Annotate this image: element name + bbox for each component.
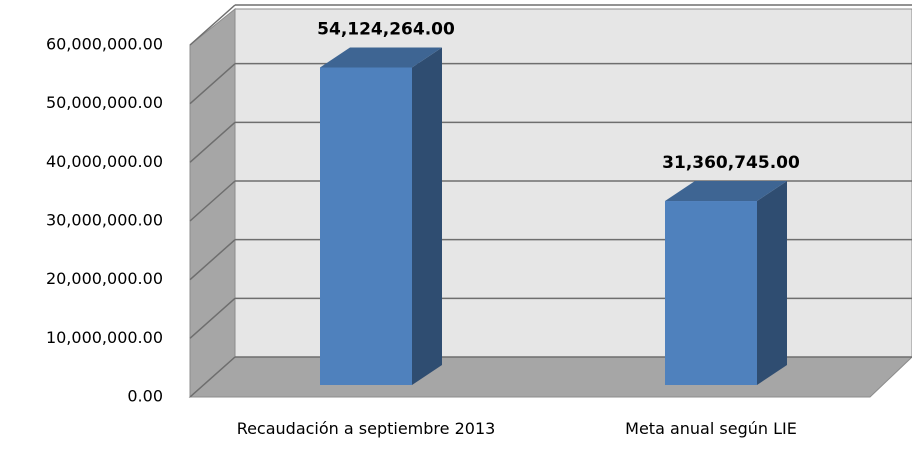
x-tick-label-box: Meta anual según LIE — [625, 419, 797, 438]
value-label: 54,124,264.00 — [317, 19, 455, 39]
grid-line — [189, 4, 236, 46]
grid-line — [189, 63, 236, 105]
grid-line — [189, 121, 236, 163]
y-tick-label: 0.00 — [127, 387, 163, 406]
bar — [665, 201, 757, 385]
value-label: 31,360,745.00 — [662, 153, 800, 173]
y-tick-label: 10,000,000.00 — [46, 328, 163, 347]
x-tick-label: Recaudación a septiembre 2013 — [236, 419, 496, 438]
y-tick-label: 60,000,000.00 — [46, 35, 163, 54]
x-tick-label-box: Recaudación a septiembre 2013 — [236, 419, 496, 438]
grid-line — [189, 297, 236, 339]
floor — [188, 356, 912, 398]
y-tick-label: 50,000,000.00 — [46, 93, 163, 112]
bar-side — [757, 181, 787, 385]
side-wall — [189, 7, 236, 399]
bar-top — [320, 47, 442, 68]
bar-side — [412, 47, 442, 386]
grid-line — [189, 356, 236, 398]
y-tick-label: 40,000,000.00 — [46, 152, 163, 171]
bar-top — [665, 181, 787, 202]
grid-line — [189, 239, 236, 281]
x-tick-label: Meta anual según LIE — [625, 419, 797, 438]
bar — [320, 67, 412, 386]
grid-line — [189, 180, 236, 222]
y-tick-label: 30,000,000.00 — [46, 211, 163, 230]
y-tick-label: 20,000,000.00 — [46, 269, 163, 288]
